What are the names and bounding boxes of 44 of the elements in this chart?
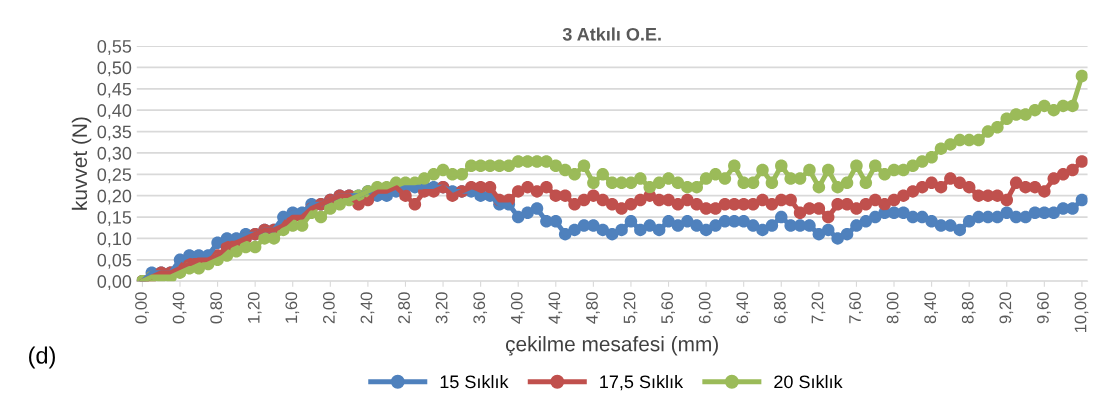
y-tick-label: 0,50 <box>97 61 132 77</box>
y-tick-label: 0,45 <box>97 82 132 98</box>
x-tick-label: 5,20 <box>623 292 638 324</box>
x-tick-label: 6,80 <box>773 292 788 324</box>
x-tick-label: 1,60 <box>285 292 300 323</box>
text: (d) <box>29 346 55 369</box>
x-tick-label: 9,20 <box>999 292 1014 324</box>
x-tick-label: 6,40 <box>736 292 751 324</box>
legend-label: 15 Sıklık <box>440 374 509 389</box>
x-tick-label: 8,00 <box>886 292 901 324</box>
x-tick-label: 8,80 <box>961 292 976 324</box>
y-tick-label: 0,35 <box>97 125 132 141</box>
x-tick-label: 7,20 <box>811 292 826 324</box>
y-tick-label: 0,15 <box>97 210 132 226</box>
x-tick-label: 4,00 <box>510 292 525 324</box>
legend-label: 17,5 Sıklık <box>600 374 684 391</box>
chart-title: 3 Atkılı O.E. <box>562 27 661 41</box>
y-tick-label: 0,40 <box>97 104 132 120</box>
x-tick-label: 3,60 <box>473 292 488 324</box>
x-tick-label: 8,40 <box>924 292 939 324</box>
x-tick-label: 2,40 <box>360 292 375 324</box>
x-tick-label: 3,20 <box>435 292 450 324</box>
y-tick-label: 0,10 <box>97 232 132 248</box>
x-axis-title: çekilme mesafesi (mm) <box>505 336 718 356</box>
x-tick-label: 0,80 <box>210 292 225 324</box>
x-tick-label: 9,60 <box>1037 292 1051 324</box>
x-tick-label: 6,00 <box>698 292 713 324</box>
x-tick-label: 2,80 <box>398 292 412 324</box>
x-tick-label: 2,00 <box>322 292 337 324</box>
x-tick-label: 7,60 <box>849 292 863 324</box>
y-tick-label: 0,25 <box>97 168 132 184</box>
x-tick-label: 5,60 <box>661 292 675 324</box>
y-tick-label: 0,20 <box>97 189 132 205</box>
x-tick-label: 4,80 <box>586 292 600 324</box>
x-tick-label: 0,40 <box>172 292 187 324</box>
x-tick-label: 1,20 <box>247 292 262 323</box>
y-axis-title: kuvvet (N) <box>71 117 92 210</box>
legend-label: 20 Sıklık <box>774 374 843 389</box>
y-tick-label: 0,30 <box>97 146 132 162</box>
y-tick-label: 0,05 <box>97 253 132 269</box>
x-tick-label: 4,40 <box>548 292 563 324</box>
y-tick-label: 0,00 <box>97 275 132 291</box>
x-tick-label: 10,00 <box>1074 292 1089 333</box>
y-tick-label: 0,55 <box>97 39 132 55</box>
